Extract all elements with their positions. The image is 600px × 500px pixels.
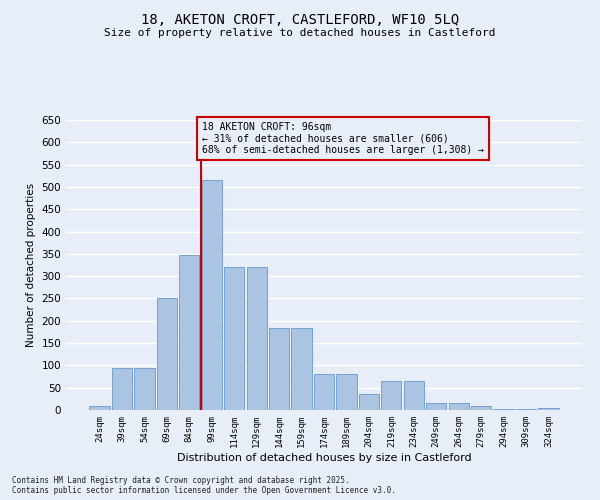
Bar — [493, 408, 514, 410]
Bar — [471, 406, 491, 410]
Text: 18, AKETON CROFT, CASTLEFORD, WF10 5LQ: 18, AKETON CROFT, CASTLEFORD, WF10 5LQ — [141, 12, 459, 26]
Bar — [224, 267, 244, 410]
Bar — [538, 408, 559, 410]
Bar — [404, 381, 424, 410]
Bar — [337, 374, 356, 410]
Bar — [449, 404, 469, 410]
Bar — [247, 267, 267, 410]
Bar — [269, 328, 289, 410]
Bar — [381, 381, 401, 410]
Text: 18 AKETON CROFT: 96sqm
← 31% of detached houses are smaller (606)
68% of semi-de: 18 AKETON CROFT: 96sqm ← 31% of detached… — [202, 122, 484, 156]
Bar — [112, 368, 132, 410]
Bar — [359, 394, 379, 410]
Bar — [202, 180, 222, 410]
Bar — [516, 408, 536, 410]
Text: Contains HM Land Registry data © Crown copyright and database right 2025.
Contai: Contains HM Land Registry data © Crown c… — [12, 476, 396, 495]
Y-axis label: Number of detached properties: Number of detached properties — [26, 183, 36, 347]
Bar — [426, 404, 446, 410]
Bar — [157, 298, 177, 410]
X-axis label: Distribution of detached houses by size in Castleford: Distribution of detached houses by size … — [176, 452, 472, 462]
Bar — [314, 374, 334, 410]
Text: Size of property relative to detached houses in Castleford: Size of property relative to detached ho… — [104, 28, 496, 38]
Bar — [292, 328, 311, 410]
Bar — [89, 406, 110, 410]
Bar — [179, 254, 199, 410]
Bar — [134, 368, 155, 410]
